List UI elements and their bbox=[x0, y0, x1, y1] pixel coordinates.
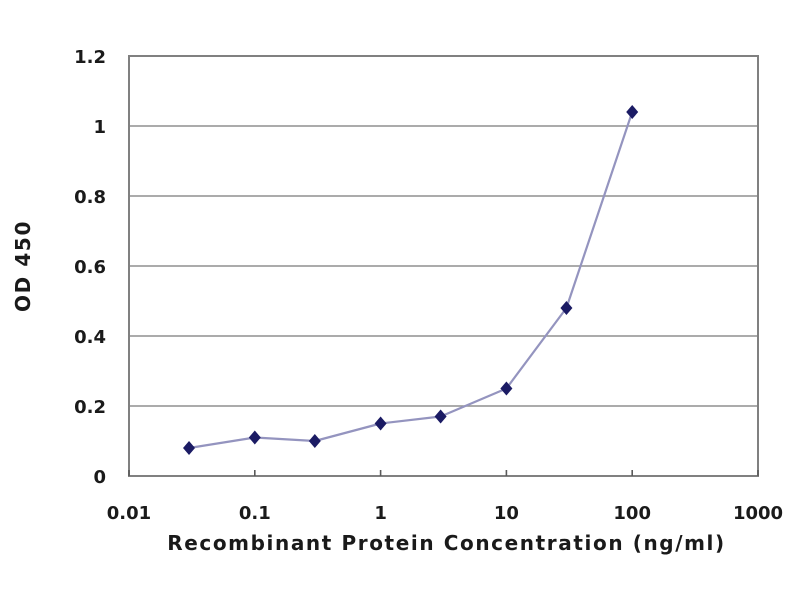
y-tick-label: 1.2 bbox=[74, 47, 106, 68]
y-tick-label: 0.2 bbox=[74, 397, 106, 418]
x-tick-label: 0.1 bbox=[239, 503, 271, 524]
data-point-marker bbox=[308, 434, 321, 448]
x-tick-label: 100 bbox=[613, 503, 651, 524]
data-point-marker bbox=[248, 430, 261, 445]
y-tick-label: 0 bbox=[93, 467, 106, 488]
x-axis-title: Recombinant Protein Concentration (ng/ml… bbox=[167, 531, 726, 555]
plot-border bbox=[128, 55, 759, 477]
x-tick-label: 1 bbox=[374, 503, 387, 524]
data-point-marker bbox=[560, 301, 573, 315]
y-tick-label: 1 bbox=[93, 117, 106, 138]
data-point-marker bbox=[434, 409, 447, 424]
x-tick-label: 1000 bbox=[733, 503, 783, 524]
data-point-marker bbox=[183, 441, 196, 455]
x-tick-label: 0.01 bbox=[107, 503, 151, 524]
y-axis-title: OD 450 bbox=[11, 220, 35, 312]
x-tick-label: 10 bbox=[494, 503, 519, 524]
data-point-marker bbox=[374, 416, 387, 431]
data-point-marker bbox=[500, 381, 513, 396]
data-point-marker bbox=[626, 105, 639, 119]
y-tick-label: 0.8 bbox=[74, 187, 106, 208]
series-line bbox=[187, 110, 634, 450]
y-tick-label: 0.6 bbox=[74, 257, 106, 278]
y-tick-label: 0.4 bbox=[74, 327, 106, 348]
